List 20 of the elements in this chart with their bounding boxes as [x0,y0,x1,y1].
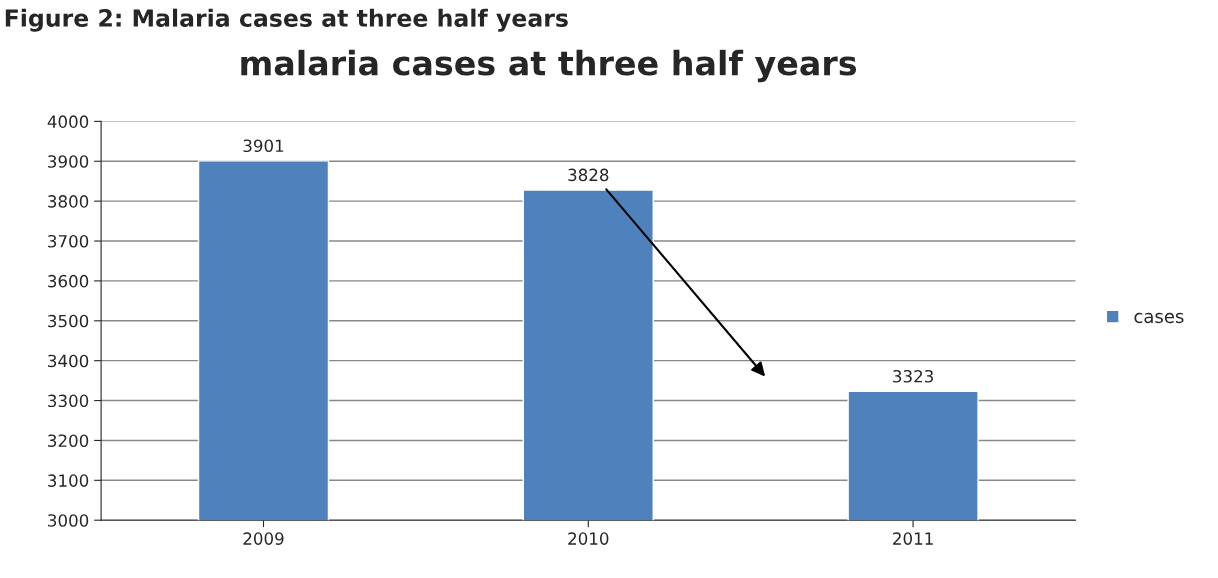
y-tick-label: 3700 [48,234,89,248]
y-tick-label: 4000 [47,115,89,128]
y-tick-label: 3600 [48,274,89,288]
data-label: 3828 [568,168,609,182]
y-tick-label: 3300 [48,394,89,408]
y-tick-label: 3200 [48,434,89,448]
chart-title: malaria cases at three half years [241,49,857,83]
data-label: 3901 [243,139,284,153]
y-tick-label: 3000 [48,514,89,527]
y-tick-label: 3100 [48,474,89,487]
data-label: 3323 [893,369,933,383]
x-tick-label: 2011 [893,532,933,545]
x-tick-label: 2010 [568,532,609,545]
y-tick-label: 3900 [48,155,89,168]
caption: Figure 2: Malaria cases at three half years [5,8,568,32]
y-tick-label: 3800 [48,195,89,208]
y-tick-label: 3400 [48,354,89,368]
y-tick-label: 3500 [48,314,89,328]
legend-label: cases [1134,312,1184,324]
x-tick-label: 2009 [243,532,284,545]
